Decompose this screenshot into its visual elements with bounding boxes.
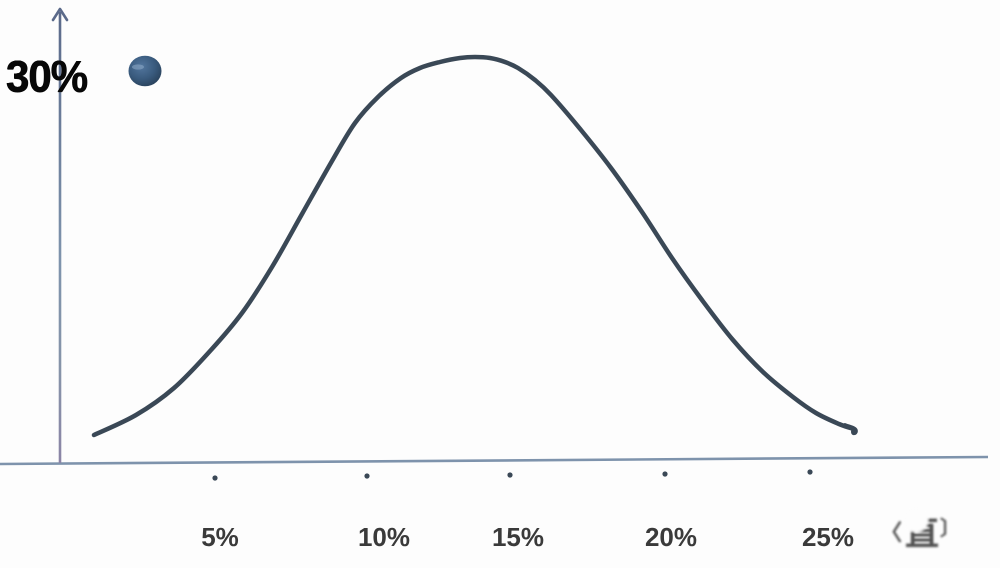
svg-text:〕: 〕 — [940, 517, 960, 540]
svg-text:〈: 〈 — [880, 520, 902, 545]
